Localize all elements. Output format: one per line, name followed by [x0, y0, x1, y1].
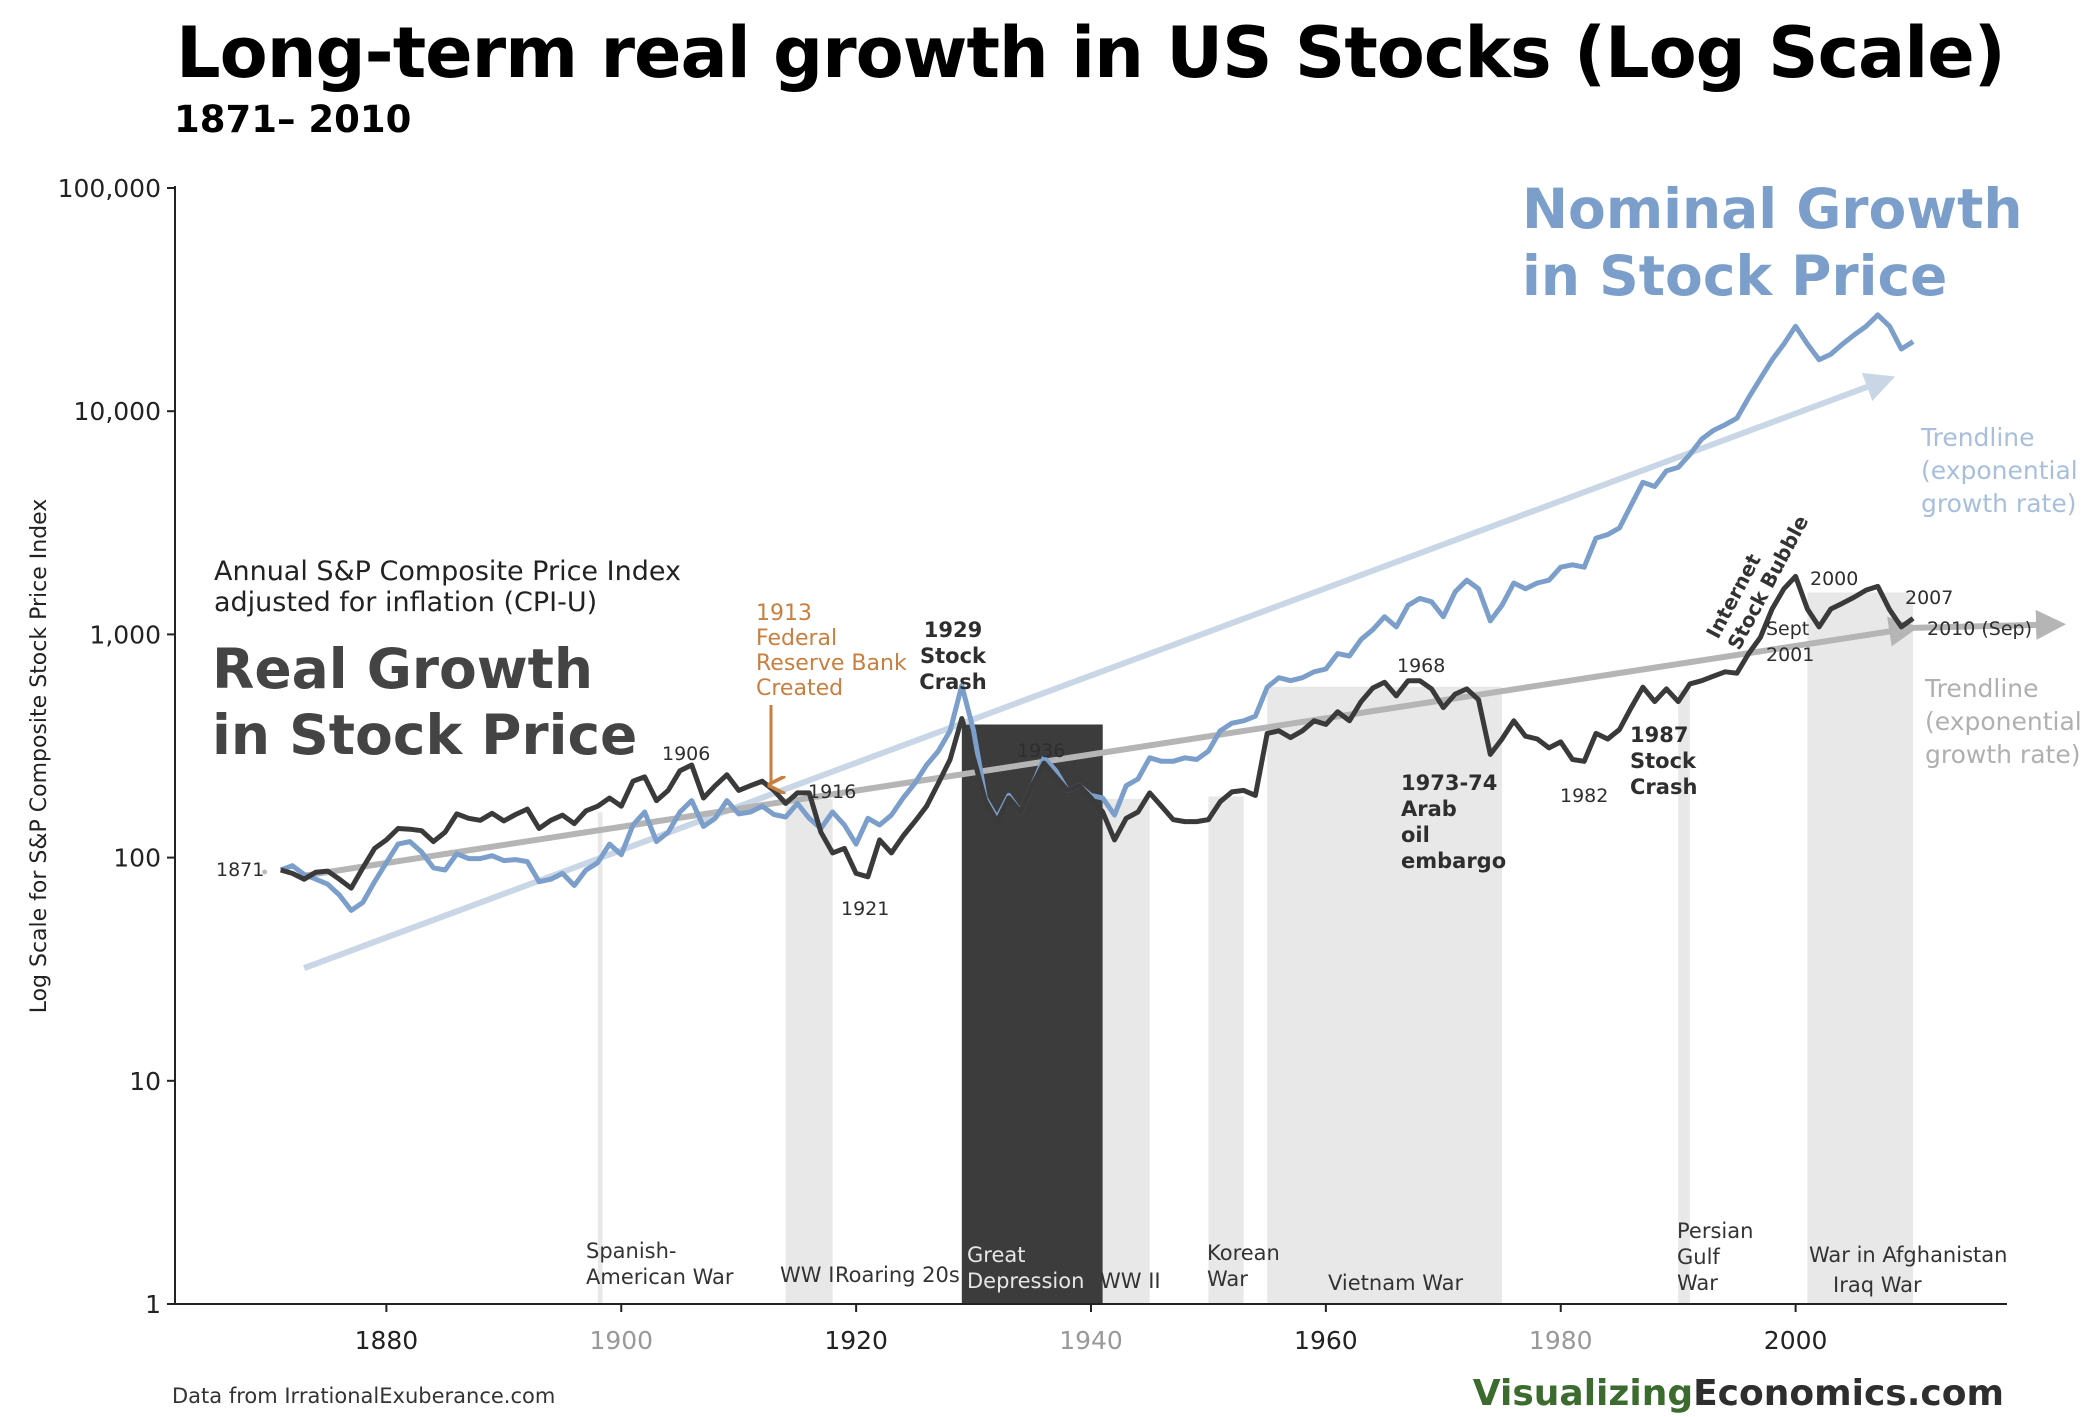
real-series-title: Real Growth in Stock Price [212, 637, 637, 767]
x-tick-label: 1980 [1529, 1326, 1593, 1355]
real-trendline-extension [1912, 609, 2066, 640]
event-label-ww-ii: WW II [1100, 1269, 1161, 1293]
nominal-series-title: Nominal Growth in Stock Price [1522, 177, 2023, 308]
event-shading-layer [597, 592, 1914, 1304]
event-label-great-depression: Great Depression [967, 1243, 1084, 1293]
nominal-trendline-label: Trendline (exponential growth rate) [1920, 423, 2078, 518]
real-series-description: Annual S&P Composite Price Index adjusted… [214, 556, 681, 618]
x-tick-label: 2000 [1764, 1326, 1828, 1355]
event-label-roaring-20s: Roaring 20s [835, 1263, 960, 1287]
annotation-1982: 1982 [1560, 785, 1608, 807]
x-tick-label: 1960 [1294, 1326, 1358, 1355]
nominal-series-line [279, 312, 1915, 913]
event-label-persian-gulf-war: Persian Gulf War [1677, 1219, 1753, 1295]
nominal-trendline [303, 372, 1896, 971]
event-band-great-depression [961, 724, 1103, 1304]
x-tick-label: 1880 [355, 1326, 419, 1355]
y-tick-label: 1 [145, 1290, 161, 1319]
event-band-korean-war [1208, 796, 1244, 1304]
y-tick-label: 100 [113, 844, 161, 873]
x-tick-label: 1940 [1059, 1326, 1123, 1355]
annotation-1921: 1921 [841, 898, 889, 920]
chart-subtitle: 1871– 2010 [174, 98, 412, 141]
y-tick-label: 1,000 [89, 620, 161, 649]
annotation-1906: 1906 [662, 743, 710, 765]
series-start-dot [262, 869, 268, 875]
event-band-ww-ii [1102, 798, 1150, 1304]
annotation-1968: 1968 [1397, 655, 1445, 677]
real-series-line [280, 573, 1915, 891]
series-layer [262, 312, 2066, 971]
event-label-spanish-american-war: Spanish-American War [586, 1239, 734, 1289]
annotation-1916: 1916 [808, 781, 856, 803]
real-trendline [303, 616, 1919, 879]
annotation-1936: 1936 [1017, 740, 1065, 762]
annotation-sept-2001: Sept 2001 [1766, 618, 1814, 666]
chart-title: Long-term real growth in US Stocks (Log … [176, 12, 2006, 94]
event-label-ww-i: WW I [780, 1263, 834, 1287]
x-tick-label: 1920 [824, 1326, 888, 1355]
event-band-vietnam-war [1267, 686, 1503, 1304]
event-band-ww-i [785, 798, 833, 1304]
brand-logo: VisualizingEconomics.com [1473, 1373, 2004, 1414]
event-label-iraq-war: Iraq War [1833, 1273, 1922, 1297]
y-tick-label: 100,000 [58, 174, 161, 203]
annotation-1929-stock-crash: 1929 Stock Crash [919, 618, 987, 694]
event-label-war-in-afghanistan: War in Afghanistan [1809, 1243, 2007, 1267]
x-tick-label: 1900 [589, 1326, 653, 1355]
annotation-1973-74-arab-oil-embargo: 1973-74 Arab oil embargo [1401, 771, 1506, 873]
y-tick-label: 10 [129, 1067, 161, 1096]
annotation-1871: 1871 [216, 859, 264, 881]
event-label-vietnam-war: Vietnam War [1328, 1271, 1463, 1295]
annotation-1987-stock-crash: 1987 Stock Crash [1630, 723, 1697, 799]
event-band-spanish-american-war [597, 812, 603, 1304]
event-band-iraq-war [1830, 592, 1914, 1304]
y-axis-label: Log Scale for S&P Composite Stock Price … [27, 499, 52, 1014]
y-tick-label: 10,000 [74, 397, 161, 426]
fed-reserve-annotation: 1913 Federal Reserve Bank Created [756, 601, 907, 701]
event-band-persian-gulf-war [1678, 689, 1690, 1304]
axes-layer: 1 10 100 1,000 10,000 100,000 1880 1900 1920 1940… [27, 174, 2007, 1355]
real-trendline-label: Trendline (exponential growth rate) [1924, 674, 2082, 769]
annotation-2007: 2007 [1905, 587, 1953, 609]
data-source-note: Data from IrrationalExuberance.com [172, 1384, 555, 1408]
annotation-2010-sep: 2010 (Sep) [1927, 618, 2032, 640]
annotation-2000: 2000 [1810, 568, 1858, 590]
event-label-korean-war: Korean War [1207, 1241, 1280, 1291]
